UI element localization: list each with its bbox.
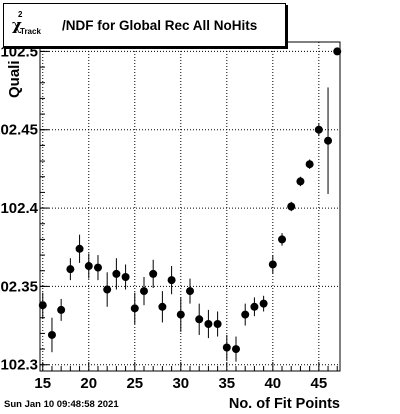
data-point — [268, 260, 277, 269]
chart-title-box: χ 2 Track /NDF for Global Rec All NoHits — [3, 3, 286, 47]
data-point — [66, 265, 75, 274]
data-point — [38, 301, 47, 310]
axis-ticks: 15 20 25 30 35 40 45 102.3 102.35 102.4 102.45 102.… — [0, 43, 338, 392]
data-point — [324, 136, 333, 145]
data-point — [222, 343, 231, 352]
x-tick-label: 35 — [218, 375, 235, 392]
x-tick-label: 45 — [310, 375, 327, 392]
data-point — [130, 304, 139, 313]
data-point — [287, 202, 296, 211]
data-point — [278, 235, 287, 244]
data-point — [204, 320, 213, 328]
data-point — [112, 269, 121, 278]
data-point — [158, 302, 167, 311]
x-tick-label: 25 — [126, 375, 143, 392]
y-tick-label: 102.3 — [0, 357, 38, 374]
data-point — [75, 244, 84, 253]
data-point — [149, 269, 158, 278]
data-point — [241, 310, 250, 319]
data-point — [103, 285, 112, 294]
data-point — [167, 276, 176, 285]
y-axis-label: Quali — [6, 60, 23, 98]
chart-title: /NDF for Global Rec All NoHits — [62, 18, 258, 33]
data-point — [195, 315, 204, 324]
x-tick-label: 20 — [80, 375, 97, 392]
data-point — [213, 320, 222, 328]
data-point — [84, 262, 93, 271]
data-point — [176, 310, 185, 319]
datestamp: Sun Jan 10 09:48:58 2021 — [4, 399, 119, 410]
x-tick-label: 15 — [34, 375, 51, 392]
data-point — [139, 287, 148, 296]
x-tick-label: 30 — [172, 375, 189, 392]
data-point — [296, 177, 305, 186]
y-tick-label: 102.5 — [0, 43, 38, 60]
x-tick-label: 40 — [264, 375, 281, 392]
data-points — [38, 47, 342, 362]
data-point — [250, 302, 259, 311]
y-tick-label: 102.4 — [0, 200, 38, 217]
y-tick-label: 102.45 — [0, 122, 38, 139]
data-point — [305, 160, 314, 169]
x-axis-label: No. of Fit Points — [228, 396, 340, 412]
data-point — [232, 345, 241, 354]
chi-square-symbol: χ 2 Track — [12, 10, 41, 36]
data-point — [57, 305, 66, 314]
y-tick-label: 102.35 — [0, 278, 38, 295]
data-point — [121, 273, 130, 281]
data-point — [186, 287, 194, 296]
data-point — [259, 299, 268, 308]
data-point — [93, 263, 102, 272]
data-point — [314, 125, 323, 134]
data-point — [47, 330, 56, 339]
data-point — [333, 47, 342, 56]
